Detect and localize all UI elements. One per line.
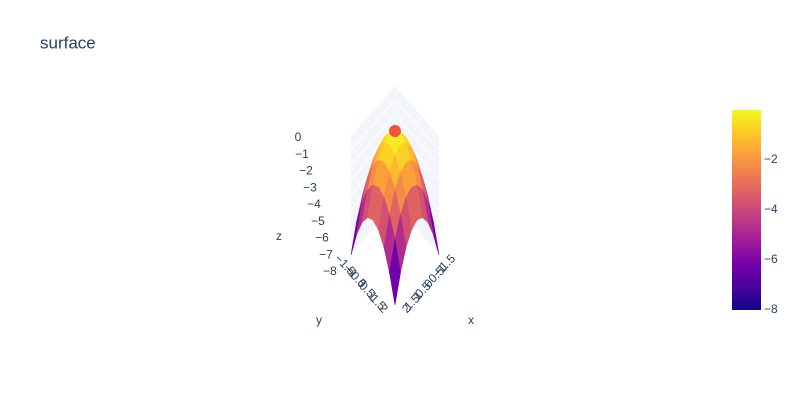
z-grid-line (350, 114, 440, 166)
surface-patch (389, 239, 401, 306)
z-tick-label: −6 (315, 231, 329, 245)
z-tick-label: 0 (295, 130, 302, 144)
colorbar-tick-label: −8 (764, 302, 778, 316)
colorbar-tick-label: −6 (764, 252, 778, 266)
z-tick-label: −4 (307, 197, 321, 211)
y-axis-label: y (316, 313, 322, 327)
z-axis-label: z (276, 229, 282, 243)
z-tick-label: −1 (295, 147, 309, 161)
chart-title: surface (40, 33, 96, 52)
z-tick-label: −2 (299, 164, 313, 178)
z-grid-line (350, 99, 440, 151)
x-axis-label: x (468, 313, 474, 327)
z-tick-label: −7 (319, 247, 333, 261)
z-tick-label: −5 (311, 214, 325, 228)
z-tick-label: −8 (323, 264, 337, 278)
colorbar-tick-label: −2 (764, 152, 778, 166)
marker-point (389, 125, 401, 137)
z-grid-line (350, 84, 440, 136)
colorbar-tick-label: −4 (764, 202, 778, 216)
z-tick-label: −3 (303, 180, 317, 194)
colorbar (732, 110, 761, 310)
